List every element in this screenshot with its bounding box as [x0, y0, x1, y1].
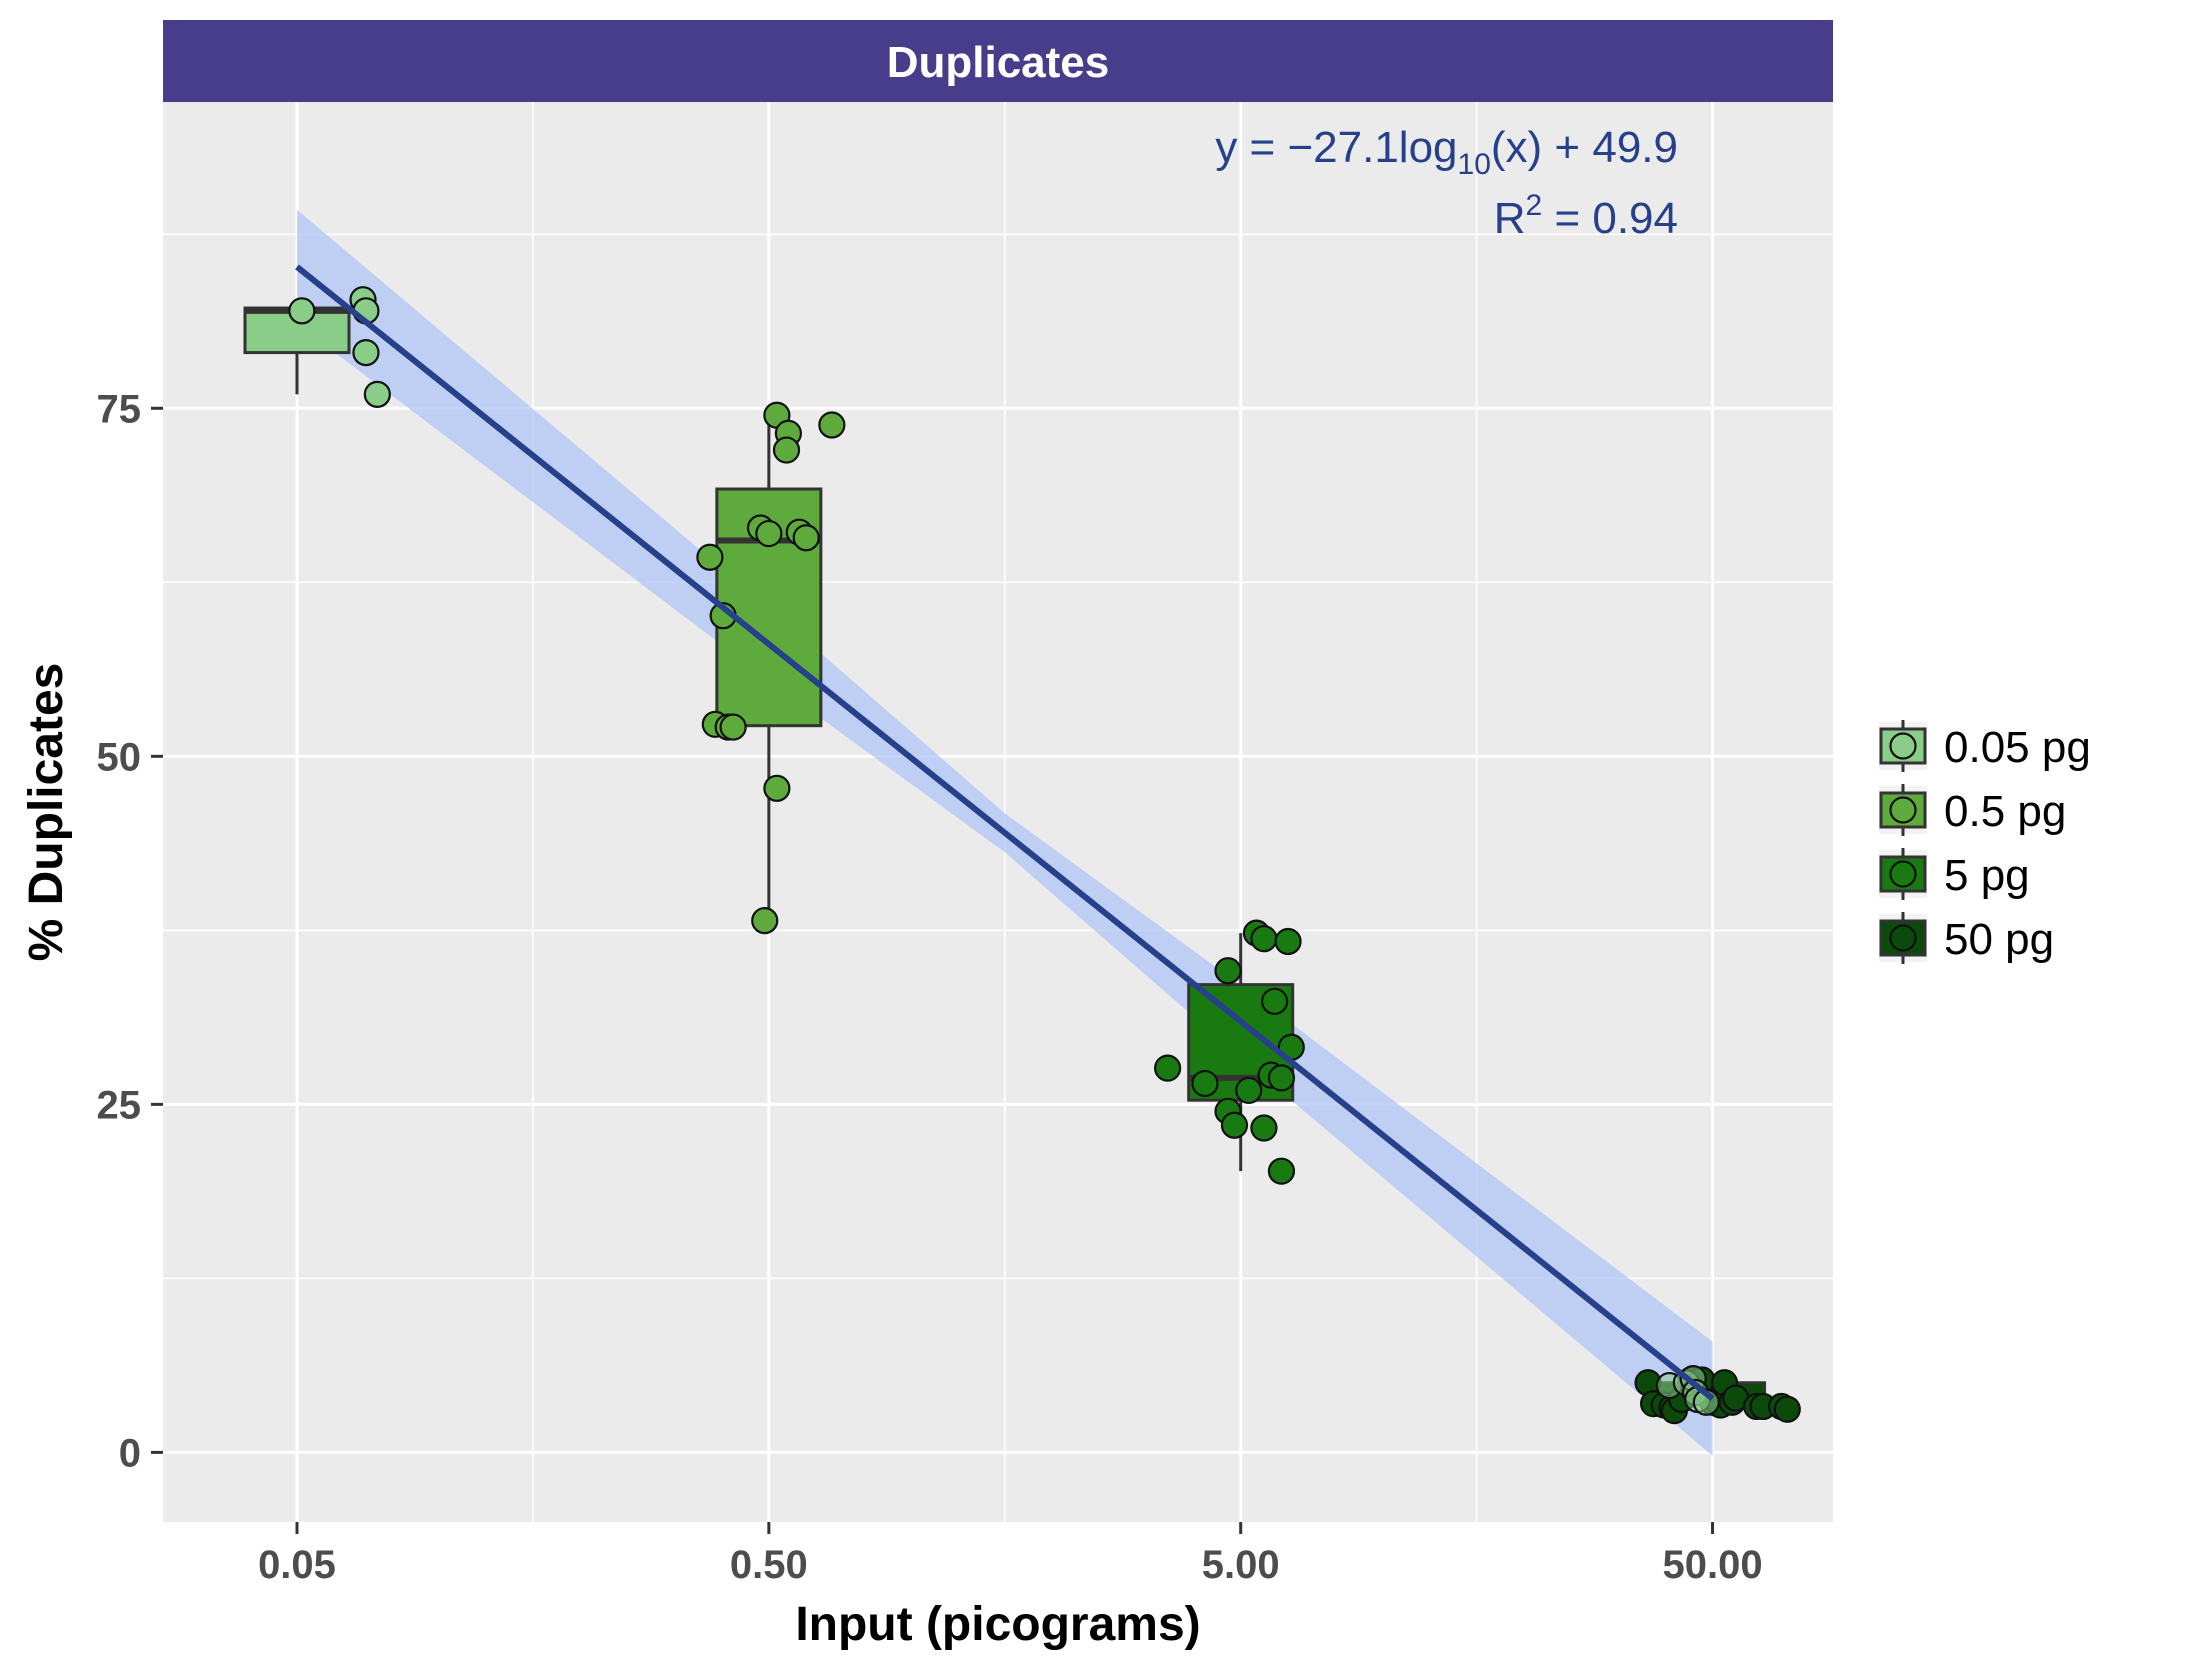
data-point: [1235, 1076, 1263, 1105]
data-point: [1214, 957, 1242, 985]
legend-key-point: [1889, 732, 1917, 760]
fit-line: [295, 264, 1715, 1402]
data-point: [1250, 925, 1278, 953]
x-axis-title: Input (picograms): [795, 1598, 1200, 1651]
data-point: [772, 436, 801, 464]
data-point: [751, 906, 779, 935]
legend-key-point: [1889, 924, 1917, 952]
legend-key-point: [1889, 860, 1917, 888]
legend-label: 0.5 pg: [1944, 787, 2066, 836]
data-point: [696, 543, 724, 571]
x-tick-label: 0.05: [258, 1543, 336, 1587]
data-point: [1274, 927, 1302, 956]
data-point: [1773, 1395, 1801, 1423]
y-tick-label: 75: [97, 387, 142, 431]
data-point: [1154, 1054, 1182, 1082]
fit-equation: y = −27.1log10(x) + 49.9: [1215, 123, 1678, 181]
legend-label: 5 pg: [1944, 851, 2030, 900]
y-axis-title: % Duplicates: [20, 663, 73, 962]
chart-title: Duplicates: [887, 38, 1110, 87]
fit-line-layer: [295, 264, 1715, 1402]
legend-label: 0.05 pg: [1944, 723, 2091, 772]
y-axis-ticks: 0 25 50 75: [97, 387, 163, 1475]
data-point: [1220, 1111, 1249, 1139]
data-point: [818, 411, 846, 439]
data-point: [352, 338, 380, 367]
y-tick-label: 0: [119, 1431, 141, 1475]
data-point: [363, 380, 391, 408]
facet-strip: [163, 20, 1833, 102]
fit-r-squared: R2 = 0.94: [1494, 189, 1678, 243]
data-point: [763, 774, 791, 802]
legend-label: 50 pg: [1944, 915, 2054, 964]
x-axis-ticks: 0.05 0.50 5.00 50.00: [258, 1522, 1763, 1587]
x-tick-label: 50.00: [1662, 1543, 1762, 1587]
legend-key-point: [1889, 796, 1917, 824]
data-point: [1267, 1157, 1296, 1185]
data-point: [1261, 987, 1289, 1015]
data-point: [288, 297, 316, 325]
y-tick-label: 25: [97, 1083, 142, 1127]
x-tick-label: 5.00: [1202, 1543, 1280, 1587]
x-tick-label: 0.50: [730, 1543, 808, 1587]
data-point: [719, 713, 747, 741]
data-point: [1250, 1114, 1278, 1142]
legend: 0.05 pg 0.5 pg 5 pg 50 pg: [1879, 720, 2091, 964]
data-point: [755, 519, 783, 548]
y-tick-label: 50: [97, 735, 142, 779]
data-point: [1267, 1064, 1296, 1092]
data-point: [792, 524, 820, 552]
data-point: [1191, 1069, 1219, 1098]
